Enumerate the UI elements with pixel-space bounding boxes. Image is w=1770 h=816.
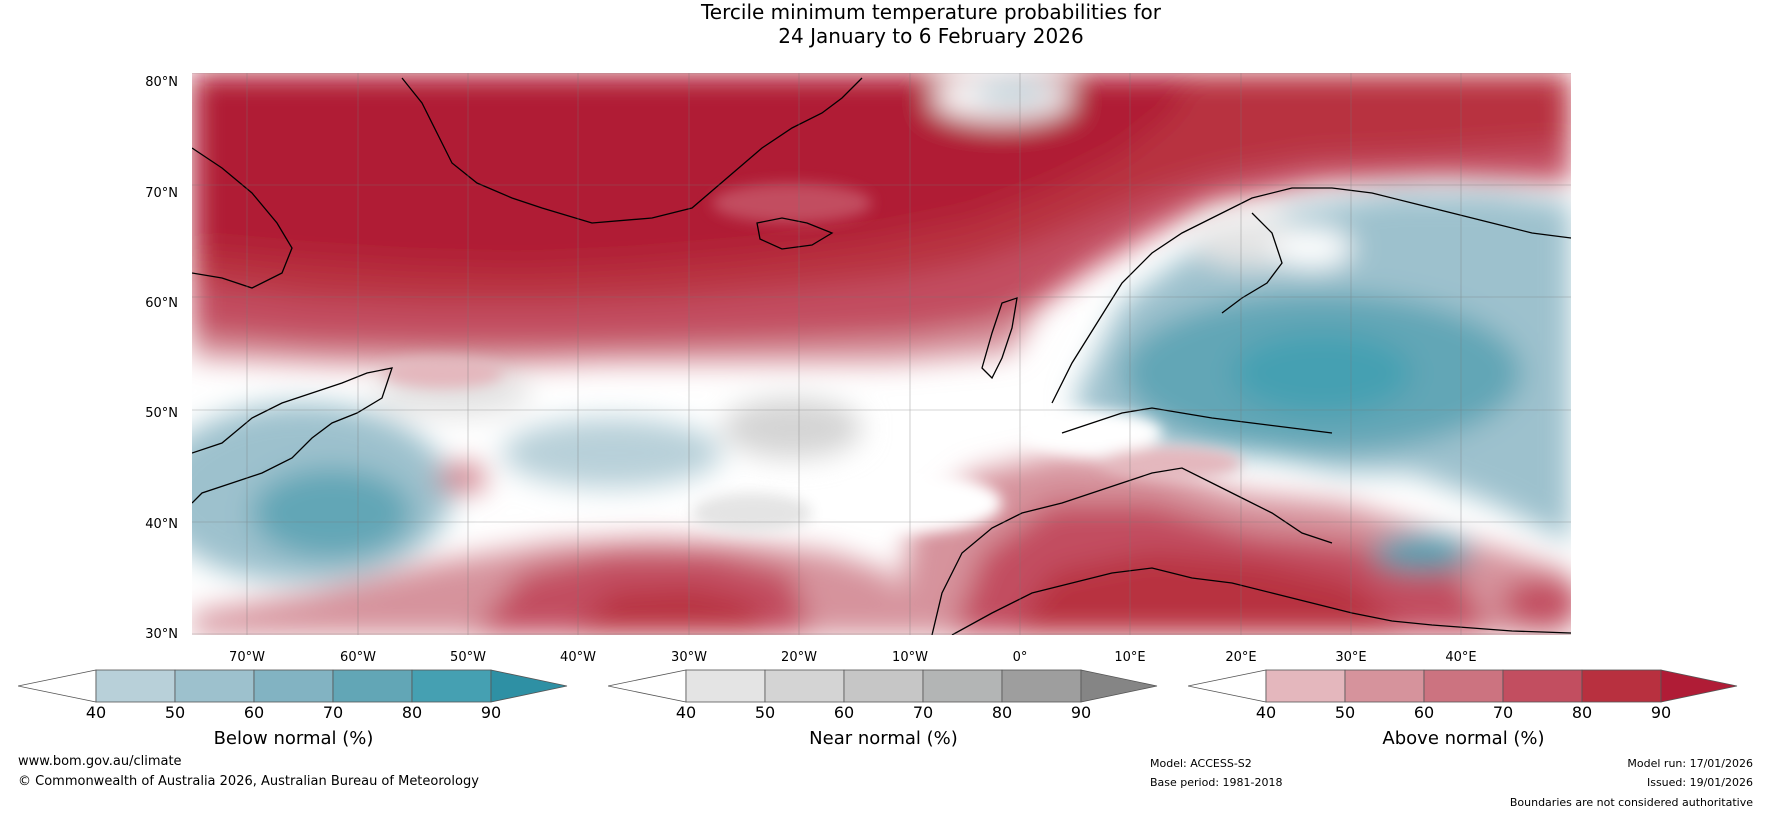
colorbar-below-title: Below normal (%)	[213, 728, 374, 749]
colorbar-near-swatch-1	[764, 669, 845, 703]
lon-label-0: 0°	[1012, 650, 1028, 665]
lon-label-70w: 70°W	[229, 650, 265, 665]
model-run-text: Model run: 17/01/2026	[1627, 757, 1753, 770]
title-line-1: Tercile minimum temperature probabilitie…	[700, 0, 1162, 24]
website-link[interactable]: www.bom.gov.au/climate	[18, 754, 182, 769]
lon-label-60w: 60°W	[340, 650, 376, 665]
colorbar-near-tick-40: 40	[675, 703, 697, 722]
lon-label-20w: 20°W	[781, 650, 817, 665]
model-text: Model: ACCESS-S2	[1150, 757, 1252, 770]
probability-field	[192, 73, 1571, 635]
colorbar-below-tick-60: 60	[243, 703, 265, 722]
colorbar-below-swatch-4	[411, 669, 492, 703]
colorbar-above-swatch-3	[1502, 669, 1583, 703]
probability-map	[192, 73, 1571, 635]
colorbar-above-extend-high	[1660, 669, 1738, 703]
colorbar-near-tick-50: 50	[754, 703, 776, 722]
colorbar-near-title: Near normal (%)	[809, 728, 958, 749]
colorbar-near-swatch-0	[685, 669, 766, 703]
colorbar-above-tick-80: 80	[1571, 703, 1593, 722]
lon-label-10e: 10°E	[1114, 650, 1146, 665]
colorbar-below-tick-50: 50	[164, 703, 186, 722]
colorbar-above-swatch-4	[1581, 669, 1662, 703]
lat-label-30n: 30°N	[145, 627, 178, 642]
colorbar-near-extend-low	[608, 669, 687, 703]
probability-detail	[382, 183, 1242, 533]
colorbar-above-normal	[1188, 669, 1738, 703]
base-period-text: Base period: 1981-2018	[1150, 776, 1283, 789]
lon-label-10w: 10°W	[892, 650, 928, 665]
lat-label-60n: 60°N	[145, 296, 178, 311]
issued-text: Issued: 19/01/2026	[1646, 776, 1753, 789]
colorbar-below-swatch-3	[332, 669, 413, 703]
colorbar-near-swatch-3	[922, 669, 1003, 703]
colorbar-below-extend-high	[490, 669, 568, 703]
map-svg	[192, 73, 1571, 635]
lon-label-40w: 40°W	[560, 650, 596, 665]
lat-label-50n: 50°N	[145, 406, 178, 421]
colorbar-near-tick-60: 60	[833, 703, 855, 722]
coastlines	[192, 77, 1571, 635]
colorbar-above-tick-40: 40	[1255, 703, 1277, 722]
lon-label-30w: 30°W	[671, 650, 707, 665]
colorbar-below-swatch-0	[95, 669, 176, 703]
lon-label-40e: 40°E	[1445, 650, 1477, 665]
colorbar-near-tick-80: 80	[991, 703, 1013, 722]
colorbar-near-swatch-4	[1001, 669, 1082, 703]
colorbar-near-normal	[608, 669, 1158, 703]
colorbar-below-extend-low	[18, 669, 97, 703]
colorbar-above-tick-90: 90	[1650, 703, 1672, 722]
colorbar-above-tick-50: 50	[1334, 703, 1356, 722]
lon-label-30e: 30°E	[1335, 650, 1367, 665]
lon-label-20e: 20°E	[1225, 650, 1257, 665]
colorbar-below-tick-80: 80	[401, 703, 423, 722]
disclaimer-text: Boundaries are not considered authoritat…	[1509, 796, 1753, 809]
colorbar-above-swatch-2	[1423, 669, 1504, 703]
colorbar-above-tick-70: 70	[1492, 703, 1514, 722]
colorbar-above-title: Above normal (%)	[1382, 728, 1545, 749]
lat-label-80n: 80°N	[145, 75, 178, 90]
lon-label-50w: 50°W	[450, 650, 486, 665]
colorbar-below-normal	[18, 669, 568, 703]
colorbar-below-swatch-2	[253, 669, 334, 703]
graticule	[192, 73, 1571, 635]
colorbar-below-swatch-1	[174, 669, 255, 703]
lat-label-70n: 70°N	[145, 186, 178, 201]
colorbar-near-extend-high	[1080, 669, 1158, 703]
colorbar-near-tick-90: 90	[1070, 703, 1092, 722]
colorbar-below-tick-40: 40	[85, 703, 107, 722]
copyright-text: © Commonwealth of Australia 2026, Austra…	[18, 774, 479, 789]
colorbar-below-tick-70: 70	[322, 703, 344, 722]
colorbar-near-tick-70: 70	[912, 703, 934, 722]
colorbar-above-extend-low	[1188, 669, 1267, 703]
title-line-2: 24 January to 6 February 2026	[778, 24, 1084, 48]
lat-label-40n: 40°N	[145, 517, 178, 532]
colorbar-above-swatch-0	[1265, 669, 1346, 703]
colorbar-near-swatch-2	[843, 669, 924, 703]
colorbar-above-tick-60: 60	[1413, 703, 1435, 722]
map-title: Tercile minimum temperature probabilitie…	[0, 0, 1770, 48]
colorbar-below-tick-90: 90	[480, 703, 502, 722]
colorbar-above-swatch-1	[1344, 669, 1425, 703]
